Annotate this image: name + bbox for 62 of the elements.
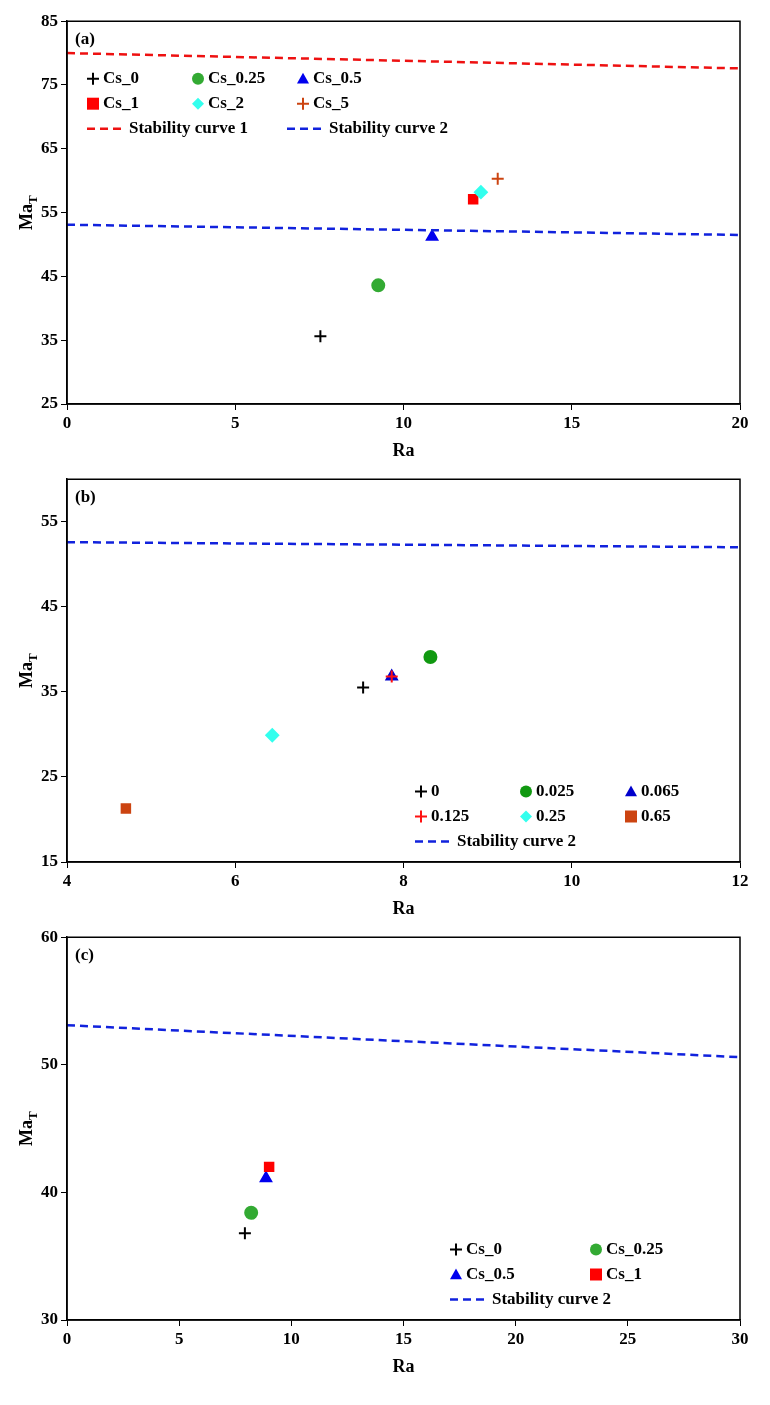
y-tick-label: 75 — [41, 74, 58, 94]
y-tick-label: 25 — [41, 766, 58, 786]
x-tick-label: 20 — [731, 412, 749, 432]
y-tick-label: 30 — [41, 1309, 58, 1329]
legend-label: Cs_0.25 — [208, 68, 266, 88]
y-axis-title: MaT — [16, 652, 40, 688]
x-tick-label: 10 — [563, 870, 581, 890]
legend-label: Cs_0.5 — [313, 68, 362, 88]
x-tick-label: 20 — [507, 1328, 525, 1348]
legend-label: Cs_1 — [606, 1263, 642, 1283]
text: (a) — [75, 29, 95, 49]
x-tick-label: 8 — [399, 870, 408, 890]
y-tick-label: 40 — [41, 1181, 58, 1201]
legend-label: Cs_2 — [208, 93, 244, 113]
legend-label: 0.025 — [536, 780, 575, 800]
legend-label: Cs_0.5 — [466, 1263, 515, 1283]
x-axis-title: Ra — [392, 1355, 415, 1376]
y-tick-label: 45 — [41, 596, 58, 616]
legend-label: Stability curve 2 — [457, 830, 576, 850]
legend-label: 0.25 — [536, 805, 566, 825]
x-tick-label: 5 — [174, 1328, 184, 1348]
legend-label: Stability curve 1 — [129, 118, 248, 138]
text: (b) — [75, 487, 96, 507]
x-tick-label: 0 — [62, 1328, 72, 1348]
y-tick-label: 65 — [41, 138, 58, 158]
y-tick-label: 85 — [41, 10, 58, 30]
text: (c) — [75, 945, 94, 965]
legend-label: 0 — [431, 780, 440, 800]
y-axis-title: MaT — [16, 194, 40, 230]
y-axis-title: MaT — [16, 1110, 40, 1146]
y-tick-label: 55 — [41, 511, 58, 531]
x-tick-label: 10 — [282, 1328, 300, 1348]
legend-label: Cs_0 — [466, 1238, 502, 1258]
legend-label: Stability curve 2 — [329, 118, 448, 138]
x-tick-label: 12 — [731, 870, 749, 890]
y-tick-label: 25 — [41, 393, 58, 413]
y-tick-label: 45 — [41, 265, 58, 285]
x-tick-label: 25 — [619, 1328, 637, 1348]
legend-label: Cs_5 — [313, 93, 349, 113]
x-tick-label: 15 — [563, 412, 581, 432]
y-tick-label: 50 — [41, 1054, 58, 1074]
x-tick-label: 5 — [231, 412, 240, 432]
y-tick-label: 35 — [41, 681, 58, 701]
x-axis-title: Ra — [392, 439, 415, 460]
x-tick-label: 4 — [62, 870, 72, 890]
legend-label: Cs_0.25 — [606, 1238, 664, 1258]
y-tick-label: 60 — [41, 926, 58, 946]
y-tick-label: 35 — [41, 329, 58, 349]
legend-label: 0.65 — [641, 805, 671, 825]
x-tick-label: 15 — [395, 1328, 412, 1348]
legend-label: Cs_1 — [103, 93, 139, 113]
x-tick-label: 30 — [731, 1328, 749, 1348]
legend-label: Stability curve 2 — [492, 1288, 611, 1308]
legend-label: 0.125 — [431, 805, 470, 825]
legend-label: 0.065 — [641, 780, 680, 800]
x-tick-label: 10 — [395, 412, 412, 432]
x-tick-label: 6 — [231, 870, 240, 890]
legend-label: Cs_0 — [103, 68, 139, 88]
y-tick-label: 15 — [41, 851, 58, 871]
x-tick-label: 0 — [62, 412, 72, 432]
y-tick-label: 55 — [41, 201, 58, 221]
x-axis-title: Ra — [392, 897, 415, 918]
